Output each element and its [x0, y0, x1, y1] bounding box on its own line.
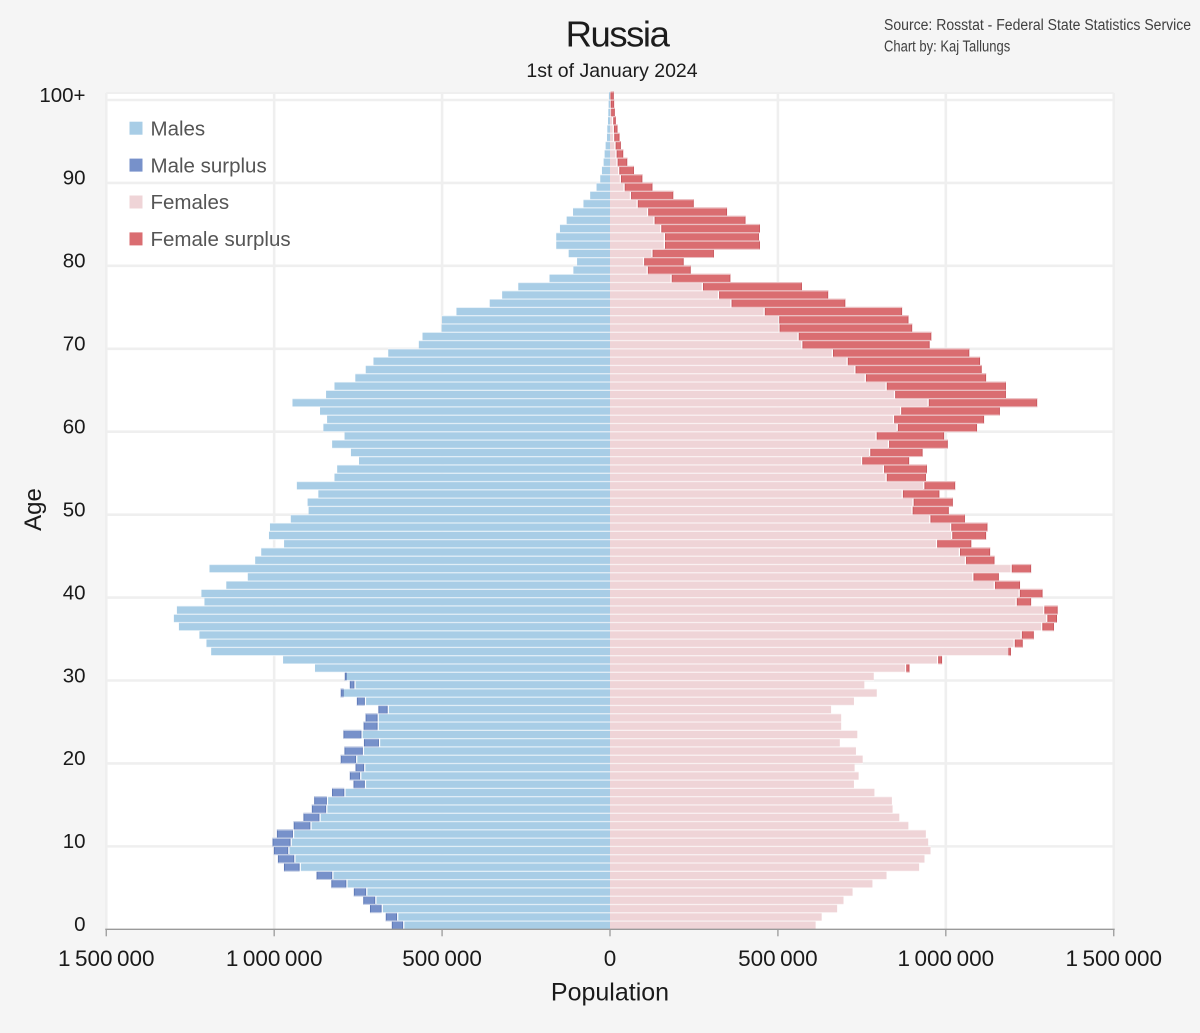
svg-text:Population: Population [551, 979, 669, 1007]
svg-text:1st of January 2024: 1st of January 2024 [526, 60, 697, 82]
svg-text:1 000 000: 1 000 000 [898, 946, 995, 971]
svg-text:30: 30 [63, 664, 86, 687]
svg-text:1 500 000: 1 500 000 [1065, 946, 1162, 971]
svg-text:1 000 000: 1 000 000 [226, 946, 323, 971]
svg-text:Female surplus: Female surplus [151, 228, 291, 251]
svg-text:Females: Females [151, 191, 230, 214]
svg-text:60: 60 [63, 416, 86, 439]
svg-text:50: 50 [63, 498, 86, 521]
svg-text:90: 90 [63, 167, 86, 190]
svg-text:500 000: 500 000 [402, 946, 482, 971]
svg-text:70: 70 [63, 333, 86, 356]
svg-text:0: 0 [74, 913, 85, 936]
svg-text:Russia: Russia [566, 14, 671, 55]
svg-text:Males: Males [151, 117, 206, 140]
svg-text:Source: Rosstat - Federal Stat: Source: Rosstat - Federal State Statisti… [884, 17, 1191, 34]
svg-text:100+: 100+ [39, 84, 85, 107]
svg-text:20: 20 [63, 747, 86, 770]
svg-text:80: 80 [63, 250, 86, 273]
svg-text:Male surplus: Male surplus [151, 154, 267, 177]
svg-text:40: 40 [63, 581, 86, 604]
svg-text:1 500 000: 1 500 000 [58, 946, 155, 971]
svg-text:10: 10 [63, 830, 86, 853]
svg-text:500 000: 500 000 [738, 946, 818, 971]
svg-text:Age: Age [20, 488, 47, 531]
svg-text:0: 0 [604, 946, 617, 971]
svg-text:Chart by: Kaj Tallungs: Chart by: Kaj Tallungs [884, 39, 1010, 56]
